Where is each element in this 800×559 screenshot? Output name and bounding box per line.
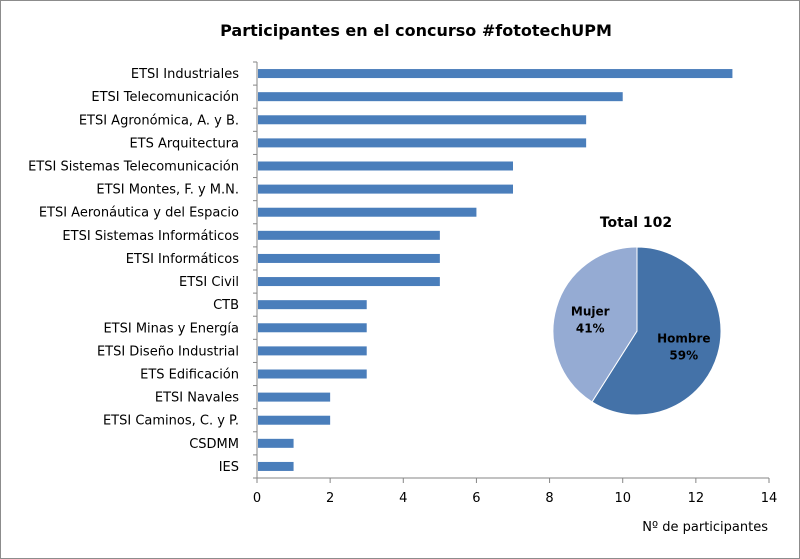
- category-label: ETSI Caminos, C. y P.: [103, 414, 239, 429]
- bar: [258, 438, 294, 448]
- x-axis-label: Nº de participantes: [642, 520, 768, 535]
- pie-slice: [552, 246, 638, 403]
- category-label: ETSI Informáticos: [126, 252, 240, 267]
- x-tick-label: 6: [472, 491, 480, 506]
- pie-slice-percent: 41%: [576, 321, 605, 335]
- category-label: CTB: [213, 298, 239, 313]
- x-tick-label: 0: [253, 491, 261, 506]
- x-tick-label: 12: [688, 491, 705, 506]
- pie-chart: Total 102 Hombre 59% Mujer 41%: [552, 215, 722, 416]
- category-label: ETSI Sistemas Informáticos: [62, 229, 239, 244]
- x-tick-label: 2: [326, 491, 334, 506]
- category-label: ETSI Montes, F. y M.N.: [96, 183, 239, 198]
- x-tick-label: 10: [614, 491, 631, 506]
- category-label: CSDMM: [189, 437, 239, 452]
- bar: [258, 461, 294, 471]
- bar: [258, 230, 440, 240]
- pie-slice-label: Hombre: [657, 332, 710, 346]
- bar: [258, 253, 440, 263]
- category-label: ETSI Aeronáutica y del Espacio: [39, 206, 239, 221]
- chart-title: Participantes en el concurso #fototechUP…: [220, 21, 612, 40]
- category-label: ETS Edificación: [140, 368, 239, 383]
- category-label: ETSI Civil: [179, 275, 239, 290]
- category-label: ETSI Diseño Industrial: [97, 344, 239, 359]
- bar: [258, 277, 440, 287]
- category-label: ETSI Minas y Energía: [103, 321, 239, 336]
- category-label: ETSI Navales: [155, 391, 239, 406]
- bar: [258, 138, 587, 148]
- bar: [258, 161, 513, 171]
- pie-slice-percent: 59%: [669, 349, 698, 363]
- category-label: ETSI Telecomunicación: [91, 90, 239, 105]
- bar: [258, 184, 513, 194]
- category-label: ETSI Industriales: [131, 67, 239, 82]
- bar: [258, 369, 367, 379]
- category-label: IES: [219, 460, 239, 475]
- bar: [258, 207, 477, 217]
- bar-plot: ETSI Industriales ETSI Telecomunicación ET…: [28, 61, 778, 506]
- category-label: ETS Arquitectura: [129, 136, 239, 151]
- bar: [258, 115, 587, 125]
- bar: [258, 92, 623, 102]
- bar: [258, 346, 367, 356]
- pie-slice: [591, 246, 722, 416]
- category-label: ETSI Sistemas Telecomunicación: [28, 160, 239, 175]
- bar: [258, 300, 367, 310]
- bar: [258, 323, 367, 333]
- pie-slice-label: Mujer: [571, 304, 610, 318]
- bar: [258, 415, 331, 425]
- bar: [258, 392, 331, 402]
- category-label: ETSI Agronómica, A. y B.: [79, 113, 239, 128]
- x-tick-label: 14: [761, 491, 778, 506]
- bar: [258, 69, 733, 79]
- x-tick-label: 4: [399, 491, 407, 506]
- pie-title: Total 102: [600, 215, 672, 231]
- x-tick-label: 8: [545, 491, 553, 506]
